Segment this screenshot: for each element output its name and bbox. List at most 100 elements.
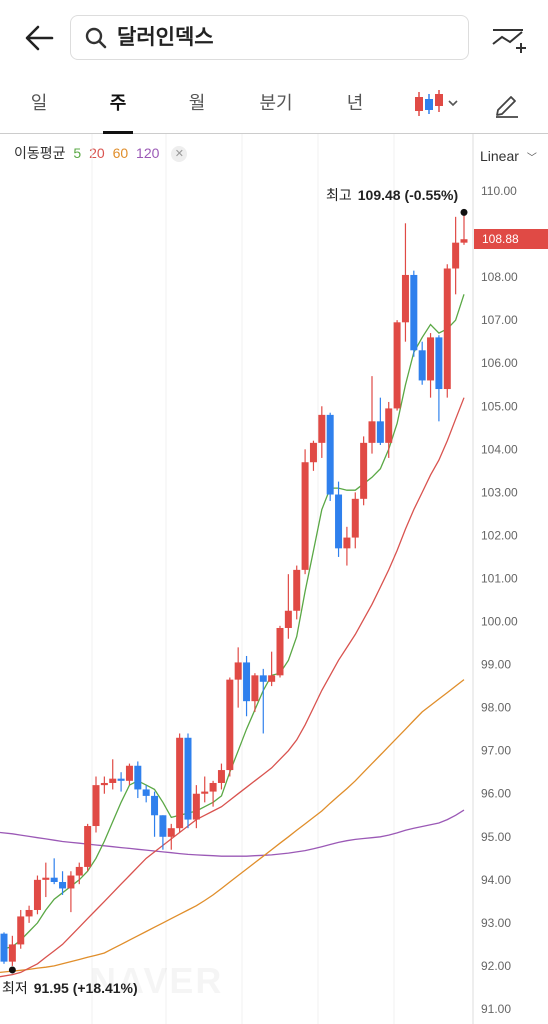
candle-body bbox=[276, 627, 284, 676]
y-tick-label: 107.00 bbox=[481, 313, 518, 327]
candle-body bbox=[109, 778, 117, 783]
chart-compare-add-icon[interactable] bbox=[490, 20, 530, 56]
y-tick-label: 106.00 bbox=[481, 356, 518, 370]
ma5-line bbox=[3, 294, 465, 950]
top-bar: 달러인덱스 bbox=[0, 0, 548, 76]
candle-body bbox=[410, 274, 418, 351]
y-tick-label: 97.00 bbox=[481, 744, 511, 758]
y-tick-label: 93.00 bbox=[481, 916, 511, 930]
candle-body bbox=[192, 793, 200, 820]
candle-body bbox=[385, 408, 393, 443]
candle-body bbox=[460, 239, 468, 243]
arrow-left-icon[interactable] bbox=[22, 22, 58, 54]
candle-body bbox=[0, 933, 8, 962]
candle-body bbox=[8, 944, 16, 962]
high-price-value: 109.48 (-0.55%) bbox=[357, 187, 459, 204]
candle-body bbox=[251, 675, 259, 702]
scale-selector-label: Linear bbox=[480, 148, 519, 164]
candle-body bbox=[284, 610, 292, 628]
candle-body bbox=[59, 881, 67, 889]
y-tick-label: 103.00 bbox=[481, 485, 518, 499]
candle-body bbox=[84, 826, 92, 867]
ma120-label: 120 bbox=[136, 145, 160, 161]
low-price-key: 최저 bbox=[2, 979, 28, 996]
candle-body bbox=[125, 765, 133, 781]
candle-body bbox=[100, 782, 108, 786]
candle-body bbox=[393, 322, 401, 409]
candle-body bbox=[418, 350, 426, 381]
candlestick-icon[interactable] bbox=[412, 88, 462, 120]
candle-body bbox=[318, 414, 326, 443]
chevron-down-icon: ﹀ bbox=[526, 153, 537, 164]
ma60-line bbox=[0, 679, 465, 974]
y-tick-label: 102.00 bbox=[481, 528, 518, 542]
candle-body bbox=[452, 242, 460, 269]
candle-body bbox=[17, 916, 25, 945]
close-icon[interactable]: ✕ bbox=[171, 146, 188, 162]
candlestick-chart[interactable]: 110.00109.00108.00107.00106.00105.00104.… bbox=[0, 134, 548, 1024]
y-tick-label: 110.00 bbox=[481, 184, 517, 198]
candle-body bbox=[301, 462, 309, 570]
y-tick-label: 96.00 bbox=[481, 787, 511, 801]
candle-body bbox=[25, 909, 33, 917]
y-tick-label: 104.00 bbox=[481, 442, 518, 456]
y-tick-label: 92.00 bbox=[481, 959, 511, 973]
candle-body bbox=[50, 877, 58, 882]
moving-average-legend: 이동평균 5 20 60 120 ✕ bbox=[14, 144, 191, 162]
candle-body bbox=[217, 770, 225, 783]
candle-body bbox=[201, 791, 209, 794]
high-marker bbox=[460, 208, 468, 216]
candle-body bbox=[234, 662, 242, 680]
candle-body bbox=[326, 414, 334, 495]
y-tick-label: 98.00 bbox=[481, 701, 511, 715]
candle-body bbox=[243, 662, 251, 702]
candle-body bbox=[443, 268, 451, 390]
candle-body bbox=[360, 442, 368, 499]
tab-month[interactable]: 월 bbox=[188, 93, 206, 113]
candle-body bbox=[293, 569, 301, 611]
ma60-label: 60 bbox=[112, 145, 129, 161]
ma-legend-title: 이동평균 bbox=[14, 145, 66, 161]
candle-body bbox=[67, 875, 75, 889]
low-marker bbox=[8, 966, 16, 974]
ma20-label: 20 bbox=[89, 145, 105, 161]
candle-body bbox=[151, 795, 159, 816]
y-tick-label: 94.00 bbox=[481, 873, 511, 887]
y-tick-label: 91.00 bbox=[481, 1002, 511, 1016]
candle-body bbox=[335, 494, 343, 549]
search-icon bbox=[85, 27, 107, 49]
candle-body bbox=[176, 737, 184, 829]
candle-body bbox=[75, 866, 83, 876]
tab-quarter[interactable]: 분기 bbox=[259, 93, 293, 113]
candle-body bbox=[134, 765, 142, 790]
candle-body bbox=[226, 679, 234, 771]
period-tabs: 일 주 월 분기 년 bbox=[0, 76, 548, 134]
low-price-label: 최저 91.95 (+18.41%) bbox=[2, 978, 138, 998]
candle-body bbox=[343, 537, 351, 549]
ma5-label: 5 bbox=[73, 145, 82, 161]
current-price-tag: 108.88 bbox=[474, 229, 548, 250]
candle-body bbox=[401, 274, 409, 323]
candle-body bbox=[259, 675, 267, 682]
candle-body bbox=[117, 778, 125, 781]
tab-day[interactable]: 일 bbox=[30, 93, 48, 113]
low-price-value: 91.95 (+18.41%) bbox=[33, 979, 138, 996]
candle-body bbox=[368, 421, 376, 443]
pencil-icon[interactable] bbox=[493, 90, 521, 118]
y-tick-label: 105.00 bbox=[481, 399, 518, 413]
ma120-line bbox=[0, 809, 465, 857]
tab-week[interactable]: 주 bbox=[93, 76, 143, 134]
candle-body bbox=[33, 879, 41, 910]
search-input[interactable]: 달러인덱스 bbox=[70, 15, 469, 60]
high-price-label: 최고 109.48 (-0.55%) bbox=[326, 185, 458, 205]
scale-selector[interactable]: Linear ﹀ bbox=[480, 148, 537, 164]
candle-body bbox=[92, 785, 100, 827]
candle-body bbox=[159, 815, 167, 837]
y-tick-label: 95.00 bbox=[481, 830, 511, 844]
candle-body bbox=[376, 421, 384, 443]
search-query-text: 달러인덱스 bbox=[117, 26, 214, 49]
tab-year[interactable]: 년 bbox=[346, 93, 364, 113]
candle-body bbox=[268, 675, 276, 682]
watermark-logo: NAVER bbox=[90, 960, 223, 1002]
candle-body bbox=[351, 498, 359, 538]
